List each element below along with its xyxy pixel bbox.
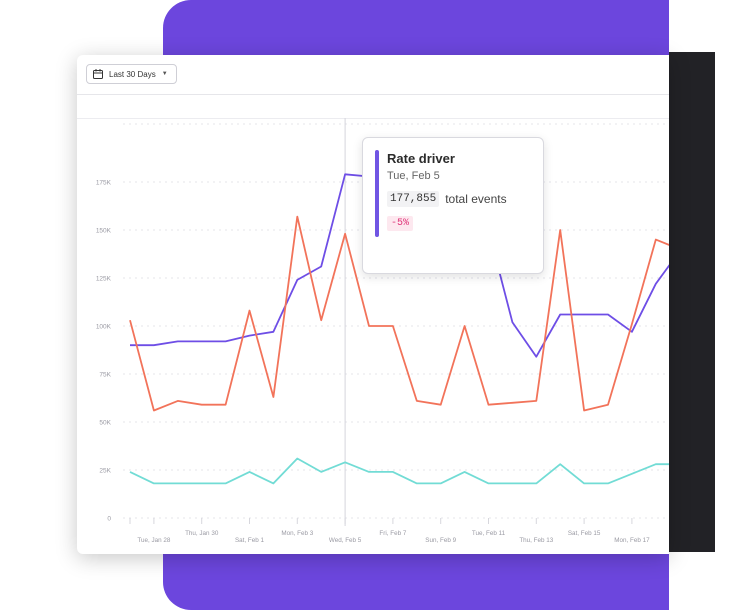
calendar-icon <box>93 69 103 79</box>
y-tick-label: 150K <box>96 228 112 235</box>
date-range-dropdown[interactable]: Last 30 Days ▼ <box>86 64 177 84</box>
tooltip-unit: total events <box>445 192 507 206</box>
y-tick-label: 125K <box>96 276 112 283</box>
x-tick-label: Tue, Jan 28 <box>137 537 171 544</box>
x-tick-label: Thu, Feb 13 <box>519 537 553 544</box>
tooltip-series-color-bar <box>375 150 379 237</box>
tooltip-value: 177,855 <box>387 191 440 207</box>
x-tick-label: Wed, Feb 5 <box>329 537 362 544</box>
y-tick-label: 75K <box>99 372 111 379</box>
x-tick-label: Tue, Feb 11 <box>472 530 506 537</box>
y-tick-label: 50K <box>99 420 111 427</box>
chevron-down-icon: ▼ <box>161 71 168 77</box>
tooltip-change-badge: -5% <box>387 216 414 231</box>
line-chart: 0 25K 50K 75K 100K 125K 150K 175K Tue, Jan 28 Th… <box>96 118 669 544</box>
x-tick-label: Sun, Feb 9 <box>425 537 456 544</box>
background-dark-strip <box>669 52 715 552</box>
x-tick-label: Mon, Feb 3 <box>281 530 313 537</box>
chart-tooltip: Rate driver Tue, Feb 5 177,855 total eve… <box>362 137 544 274</box>
chart-card: Last 30 Days ▼ 0 25K 50K 75K 100K 125K 150K 175… <box>77 55 669 554</box>
x-tick-label: Mon, Feb 17 <box>614 537 650 544</box>
x-tick-label: Fri, Feb 7 <box>379 530 406 537</box>
series-line-1 <box>129 215 669 412</box>
y-tick-label: 175K <box>96 180 112 187</box>
y-tick-label: 0 <box>107 516 111 523</box>
date-range-label: Last 30 Days <box>109 69 156 79</box>
x-tick-label: Sat, Feb 15 <box>568 530 601 537</box>
series-line-2 <box>129 457 669 485</box>
y-tick-label: 25K <box>99 468 111 475</box>
x-tick-label: Sat, Feb 1 <box>235 537 265 544</box>
tooltip-title: Rate driver <box>387 151 455 166</box>
y-tick-label: 100K <box>96 324 112 331</box>
x-tick-label: Thu, Jan 30 <box>185 530 219 537</box>
tooltip-value-row: 177,855 total events <box>387 191 507 207</box>
sub-toolbar <box>77 95 669 119</box>
tooltip-date: Tue, Feb 5 <box>387 170 440 182</box>
toolbar: Last 30 Days ▼ <box>77 55 669 95</box>
